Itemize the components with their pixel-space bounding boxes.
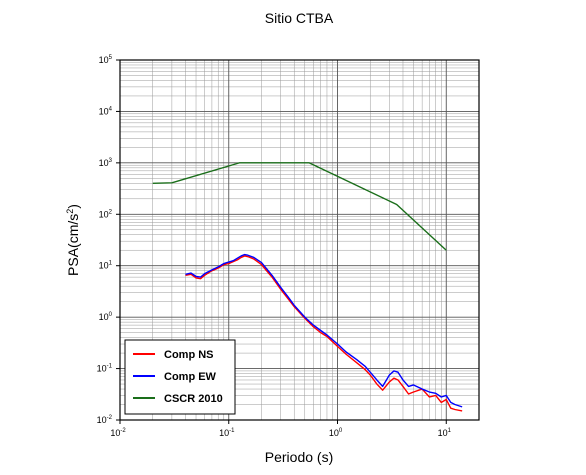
x-tick-exponent: 0 [339,428,343,434]
y-tick-label: 10-1 [97,364,113,374]
x-tick-base: 10 [329,428,339,438]
x-tick-label: 101 [438,428,452,438]
series-line-3 [152,162,447,251]
y-tick-label: 104 [99,106,113,116]
legend: Comp NS Comp EW CSCR 2010 [124,339,236,415]
y-tick-label: 10-2 [97,415,113,425]
x-tick-base: 10 [438,428,448,438]
y-axis-label: PSA(cm/s2) [65,204,81,276]
y-tick-base: 10 [99,261,109,271]
x-tick-label: 10-2 [110,428,126,438]
y-tick-exponent: 5 [109,55,113,61]
chart-title: Sitio CTBA [265,10,334,26]
series-layer [152,162,463,412]
x-tick-exponent: -2 [120,428,126,434]
x-axis-ticks: 10-2 10-1 100 101 [110,420,452,438]
x-tick-label: 10-1 [219,428,235,438]
x-axis-label: Periodo (s) [265,449,333,465]
x-tick-label: 100 [329,428,343,438]
series-line-1 [185,255,463,412]
x-tick-base: 10 [110,428,120,438]
y-tick-base: 10 [99,55,109,65]
y-tick-base: 10 [99,209,109,219]
y-tick-exponent: 1 [109,261,113,267]
y-tick-exponent: 3 [109,158,113,164]
series-line-2 [185,253,463,408]
y-tick-base: 10 [99,106,109,116]
y-tick-base: 10 [99,312,109,322]
x-tick-exponent: 1 [448,428,452,434]
y-tick-base: 10 [99,158,109,168]
plot-frame [119,59,480,421]
y-axis-label-close: ) [65,204,81,209]
y-axis-label-base: PSA(cm/s [65,214,81,276]
y-tick-label: 100 [99,312,113,322]
y-tick-exponent: -1 [107,364,113,370]
y-tick-base: 10 [97,364,107,374]
grid-minor [120,60,480,420]
y-axis-label-exponent: 2 [65,209,75,214]
y-tick-label: 102 [99,209,113,219]
y-tick-label: 105 [99,55,113,65]
legend-label: CSCR 2010 [164,393,223,405]
y-tick-exponent: 0 [109,312,113,318]
y-tick-exponent: 4 [109,106,113,112]
y-tick-label: 101 [99,261,113,271]
legend-label: Comp NS [164,349,214,361]
y-tick-exponent: -2 [107,415,113,421]
y-tick-base: 10 [97,415,107,425]
y-tick-exponent: 2 [109,209,113,215]
x-tick-base: 10 [219,428,229,438]
y-tick-label: 103 [99,158,113,168]
x-tick-exponent: -1 [229,428,235,434]
legend-label: Comp EW [164,371,217,383]
